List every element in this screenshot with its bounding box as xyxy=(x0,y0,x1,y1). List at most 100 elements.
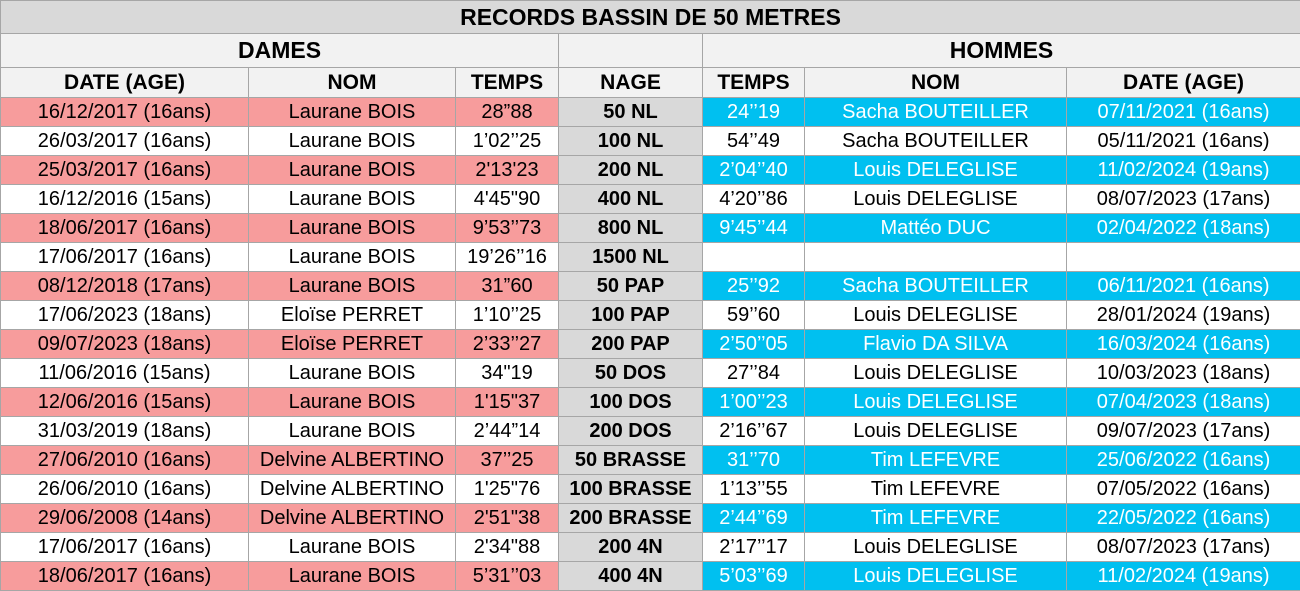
hommes-date: 11/02/2024 (19ans) xyxy=(1065,561,1300,591)
hommes-date: 25/06/2022 (16ans) xyxy=(1065,445,1300,475)
hommes-date: 06/11/2021 (16ans) xyxy=(1065,271,1300,301)
dames-time: 2'13'23 xyxy=(455,155,559,185)
dames-date: 18/06/2017 (16ans) xyxy=(0,561,249,591)
hommes-time: 2’17’’17 xyxy=(702,532,805,562)
dames-time: 2'34"88 xyxy=(455,532,559,562)
stroke: 50 BRASSE xyxy=(558,445,703,475)
hommes-name xyxy=(804,242,1067,272)
dames-time: 9’53’’73 xyxy=(455,213,559,243)
hommes-time: 27’’84 xyxy=(702,358,805,388)
record-row: 31/03/2019 (18ans) Laurane BOIS 2’44”14 200… xyxy=(0,416,1300,446)
dames-date: 17/06/2017 (16ans) xyxy=(0,242,249,272)
record-row: 08/12/2018 (17ans) Laurane BOIS 31”60 50 PA… xyxy=(0,271,1300,301)
dames-time: 2’44”14 xyxy=(455,416,559,446)
dames-name: Laurane BOIS xyxy=(248,97,456,127)
dames-time: 34"19 xyxy=(455,358,559,388)
section-dames: DAMES xyxy=(0,33,559,68)
dames-date: 11/06/2016 (15ans) xyxy=(0,358,249,388)
dames-date: 17/06/2017 (16ans) xyxy=(0,532,249,562)
dames-time: 4'45"90 xyxy=(455,184,559,214)
hommes-date: 10/03/2023 (18ans) xyxy=(1065,358,1300,388)
dames-date: 16/12/2016 (15ans) xyxy=(0,184,249,214)
hommes-name: Sacha BOUTEILLER xyxy=(804,97,1067,127)
dames-name: Delvine ALBERTINO xyxy=(248,503,456,533)
stroke: 100 NL xyxy=(558,126,703,156)
column-header: DATE (AGE) xyxy=(1065,67,1300,98)
hommes-time: 5’03’’69 xyxy=(702,561,805,591)
hommes-time: 4’20’’86 xyxy=(702,184,805,214)
stroke: 50 PAP xyxy=(558,271,703,301)
hommes-name: Tim LEFEVRE xyxy=(804,474,1067,504)
table-title: RECORDS BASSIN DE 50 METRES xyxy=(0,0,1300,34)
stroke: 50 DOS xyxy=(558,358,703,388)
stroke: 800 NL xyxy=(558,213,703,243)
dames-name: Laurane BOIS xyxy=(248,126,456,156)
dames-time: 2'51"38 xyxy=(455,503,559,533)
stroke: 200 BRASSE xyxy=(558,503,703,533)
hommes-name: Mattéo DUC xyxy=(804,213,1067,243)
hommes-name: Louis DELEGLISE xyxy=(804,358,1067,388)
hommes-time: 1’13’’55 xyxy=(702,474,805,504)
hommes-time: 2’50’’05 xyxy=(702,329,805,359)
record-row: 29/06/2008 (14ans) Delvine ALBERTINO 2'51"… xyxy=(0,503,1300,533)
title-row: RECORDS BASSIN DE 50 METRES xyxy=(0,0,1300,34)
hommes-name: Tim LEFEVRE xyxy=(804,445,1067,475)
dames-time: 37’’25 xyxy=(455,445,559,475)
hommes-time: 2’44’’69 xyxy=(702,503,805,533)
hommes-name: Sacha BOUTEILLER xyxy=(804,271,1067,301)
hommes-date: 08/07/2023 (17ans) xyxy=(1065,532,1300,562)
hommes-name: Flavio DA SILVA xyxy=(804,329,1067,359)
dames-time: 31”60 xyxy=(455,271,559,301)
stroke: 200 NL xyxy=(558,155,703,185)
hommes-time: 54’’49 xyxy=(702,126,805,156)
hommes-date: 07/05/2022 (16ans) xyxy=(1065,474,1300,504)
dames-date: 09/07/2023 (18ans) xyxy=(0,329,249,359)
dames-date: 29/06/2008 (14ans) xyxy=(0,503,249,533)
record-row: 17/06/2017 (16ans) Laurane BOIS 2'34"88 200… xyxy=(0,532,1300,562)
dames-date: 27/06/2010 (16ans) xyxy=(0,445,249,475)
hommes-date: 02/04/2022 (18ans) xyxy=(1065,213,1300,243)
dames-date: 31/03/2019 (18ans) xyxy=(0,416,249,446)
record-row: 11/06/2016 (15ans) Laurane BOIS 34"19 50 DO… xyxy=(0,358,1300,388)
hommes-date: 16/03/2024 (16ans) xyxy=(1065,329,1300,359)
stroke: 1500 NL xyxy=(558,242,703,272)
record-row: 26/03/2017 (16ans) Laurane BOIS 1’02’’25 10… xyxy=(0,126,1300,156)
hommes-time: 25’’92 xyxy=(702,271,805,301)
record-row: 16/12/2016 (15ans) Laurane BOIS 4'45"90 400… xyxy=(0,184,1300,214)
hommes-date: 08/07/2023 (17ans) xyxy=(1065,184,1300,214)
dames-time: 5’31’’03 xyxy=(455,561,559,591)
hommes-date: 07/04/2023 (18ans) xyxy=(1065,387,1300,417)
dames-name: Laurane BOIS xyxy=(248,155,456,185)
dames-name: Eloïse PERRET xyxy=(248,300,456,330)
hommes-name: Louis DELEGLISE xyxy=(804,300,1067,330)
column-header: NOM xyxy=(248,67,456,98)
section-row: DAMES HOMMES xyxy=(0,33,1300,68)
hommes-date: 11/02/2024 (19ans) xyxy=(1065,155,1300,185)
hommes-time: 59’’60 xyxy=(702,300,805,330)
stroke: 200 PAP xyxy=(558,329,703,359)
dames-name: Delvine ALBERTINO xyxy=(248,445,456,475)
column-header: NAGE xyxy=(558,67,703,98)
dames-time: 1'25"76 xyxy=(455,474,559,504)
section-hommes: HOMMES xyxy=(701,33,1300,68)
dames-date: 17/06/2023 (18ans) xyxy=(0,300,249,330)
dames-name: Laurane BOIS xyxy=(248,213,456,243)
dames-date: 26/06/2010 (16ans) xyxy=(0,474,249,504)
dames-time: 19’26’’16 xyxy=(455,242,559,272)
dames-date: 08/12/2018 (17ans) xyxy=(0,271,249,301)
hommes-name: Louis DELEGLISE xyxy=(804,416,1067,446)
dames-name: Laurane BOIS xyxy=(248,387,456,417)
record-row: 17/06/2017 (16ans) Laurane BOIS 19’26’’16 1… xyxy=(0,242,1300,272)
hommes-name: Louis DELEGLISE xyxy=(804,155,1067,185)
hommes-name: Sacha BOUTEILLER xyxy=(804,126,1067,156)
stroke: 100 DOS xyxy=(558,387,703,417)
dames-name: Laurane BOIS xyxy=(248,271,456,301)
stroke: 100 BRASSE xyxy=(558,474,703,504)
stroke: 200 DOS xyxy=(558,416,703,446)
record-row: 18/06/2017 (16ans) Laurane BOIS 9’53’’73 80… xyxy=(0,213,1300,243)
dames-date: 18/06/2017 (16ans) xyxy=(0,213,249,243)
column-header: TEMPS xyxy=(702,67,805,98)
hommes-name: Louis DELEGLISE xyxy=(804,387,1067,417)
dames-name: Eloïse PERRET xyxy=(248,329,456,359)
